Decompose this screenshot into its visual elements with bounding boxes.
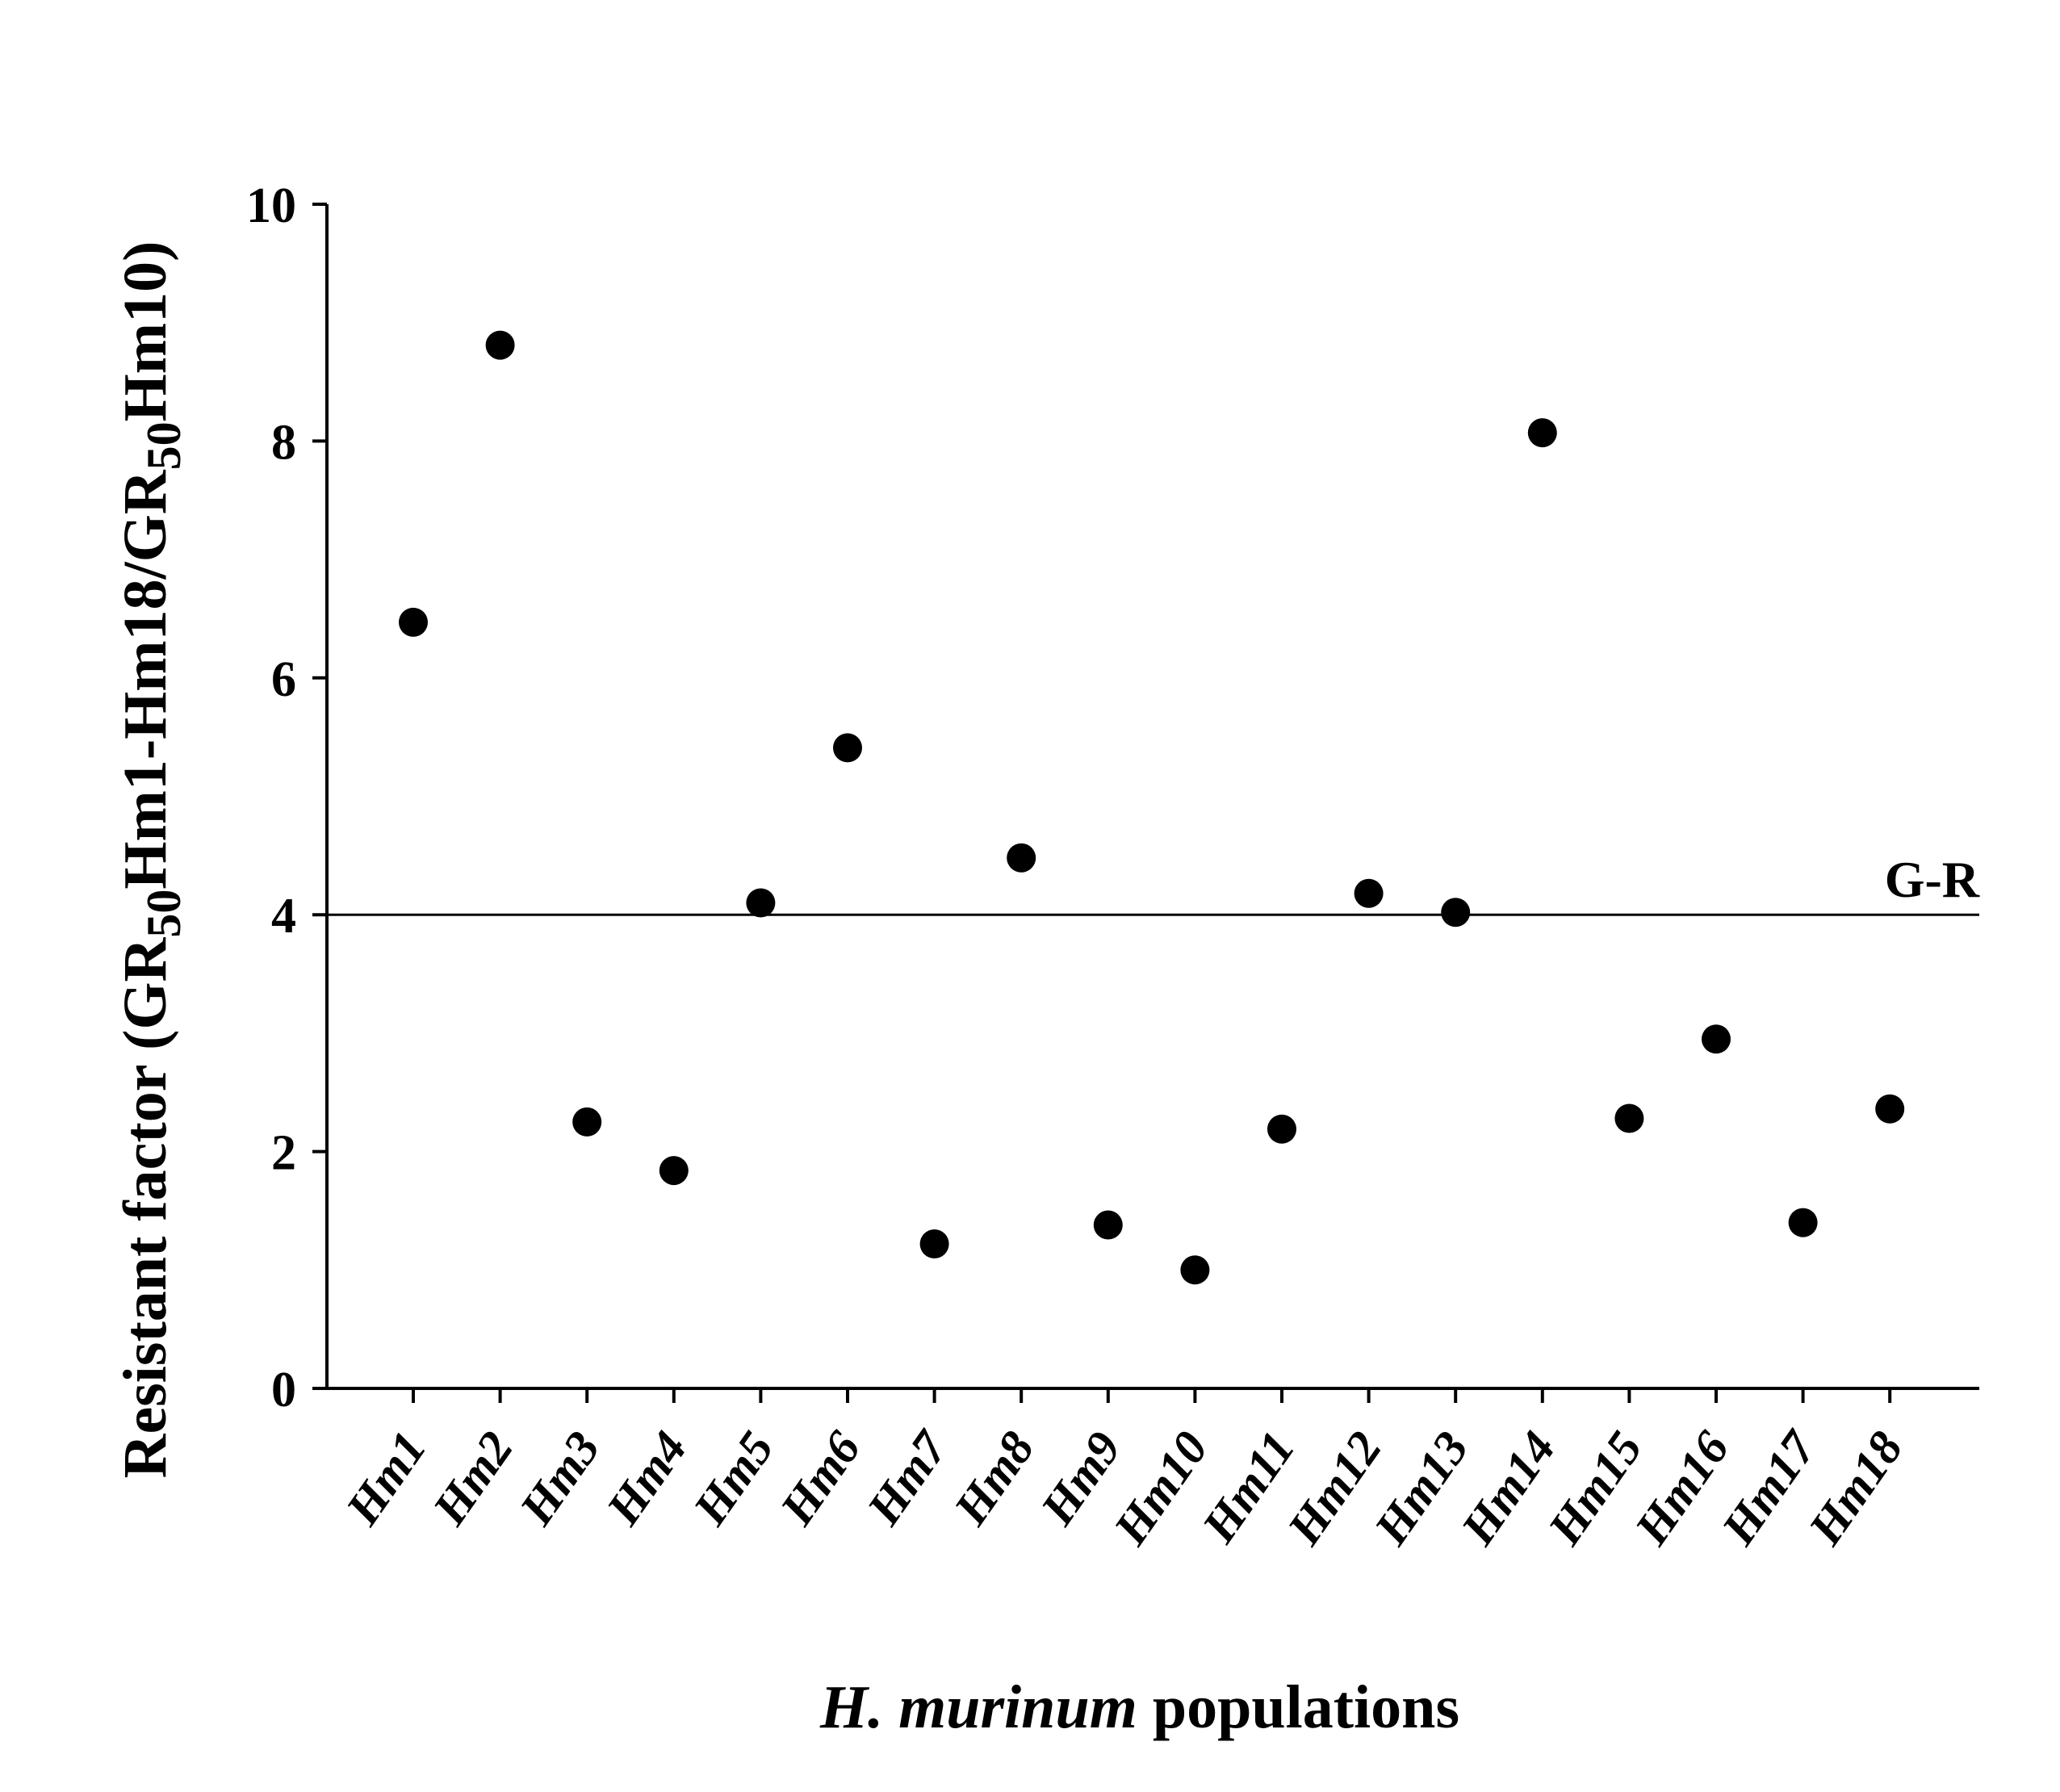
x-tick-label-hm17: Hm17 xyxy=(1711,1421,1828,1555)
data-point-hm12 xyxy=(1354,878,1384,908)
y-ticks: 0 2 4 6 8 10 xyxy=(246,178,327,1417)
y-tick-label: 0 xyxy=(271,1363,296,1417)
x-tick-label-hm4: Hm4 xyxy=(596,1422,697,1535)
data-point-hm2 xyxy=(485,330,515,360)
data-point-hm8 xyxy=(1007,843,1036,873)
x-tick-label-hm16: Hm16 xyxy=(1624,1422,1740,1555)
x-tick-label-hm3: Hm3 xyxy=(509,1422,609,1535)
data-point-hm7 xyxy=(919,1229,949,1259)
data-point-hm1 xyxy=(399,607,428,637)
y-tick-label: 4 xyxy=(271,889,296,944)
x-tick-label-hm12: Hm12 xyxy=(1277,1422,1392,1555)
y-axis-title: Resistant factor (GR50Hm1-Hm18/GR50Hm10) xyxy=(111,241,191,1479)
data-points xyxy=(399,330,1905,1285)
x-tick-label-hm18: Hm18 xyxy=(1798,1422,1913,1555)
y-axis-title-subscript1: 50 xyxy=(137,890,191,938)
x-tick-label-hm11: Hm11 xyxy=(1191,1422,1305,1553)
x-axis-title: H. murinum populations xyxy=(819,1673,1459,1741)
y-tick-label: 2 xyxy=(271,1126,296,1181)
x-tick-label-hm13: Hm13 xyxy=(1363,1422,1479,1555)
data-point-hm17 xyxy=(1788,1208,1818,1237)
x-axis-title-italic: H. murinum xyxy=(819,1673,1137,1741)
data-point-hm16 xyxy=(1702,1024,1731,1054)
data-point-hm15 xyxy=(1614,1103,1644,1133)
data-point-hm10 xyxy=(1180,1255,1210,1285)
x-tick-label-hm2: Hm2 xyxy=(422,1422,523,1535)
x-ticks: Hm1Hm2Hm3Hm4Hm5Hm6Hm7Hm8Hm9Hm10Hm11Hm12H… xyxy=(335,1388,1913,1555)
x-tick-label-hm1: Hm1 xyxy=(335,1422,436,1535)
data-point-hm13 xyxy=(1441,898,1471,927)
x-axis-title-rest: populations xyxy=(1137,1673,1459,1741)
x-tick-label-hm6: Hm6 xyxy=(769,1422,870,1535)
y-axis-title-part1: Resistant factor (GR xyxy=(111,937,179,1479)
y-axis-title-part3: Hm10) xyxy=(111,241,179,422)
reference-line-label: G-R xyxy=(1885,851,1980,908)
data-point-hm5 xyxy=(746,888,776,918)
y-axis-title-subscript2: 50 xyxy=(137,421,191,470)
x-tick-label-hm10: Hm10 xyxy=(1103,1422,1218,1555)
data-point-hm11 xyxy=(1267,1114,1296,1144)
reference-line-group: G-R xyxy=(327,851,1980,916)
data-point-hm9 xyxy=(1093,1210,1123,1240)
x-tick-label-hm15: Hm15 xyxy=(1537,1422,1652,1555)
x-tick-label-hm14: Hm14 xyxy=(1451,1422,1566,1555)
data-point-hm6 xyxy=(833,733,862,763)
y-tick-label: 6 xyxy=(271,652,296,707)
data-point-hm18 xyxy=(1875,1094,1905,1124)
data-point-hm14 xyxy=(1527,418,1557,448)
y-tick-label: 10 xyxy=(246,178,296,233)
y-tick-label: 8 xyxy=(271,415,296,470)
x-tick-label-hm7: Hm7 xyxy=(856,1421,959,1535)
x-tick-label-hm5: Hm5 xyxy=(683,1422,784,1535)
data-point-hm3 xyxy=(572,1107,602,1137)
axes xyxy=(325,204,1979,1390)
y-axis-title-part2: Hm1-Hm18/GR xyxy=(111,469,179,889)
data-point-hm4 xyxy=(659,1156,689,1186)
x-tick-label-hm8: Hm8 xyxy=(943,1422,1044,1535)
